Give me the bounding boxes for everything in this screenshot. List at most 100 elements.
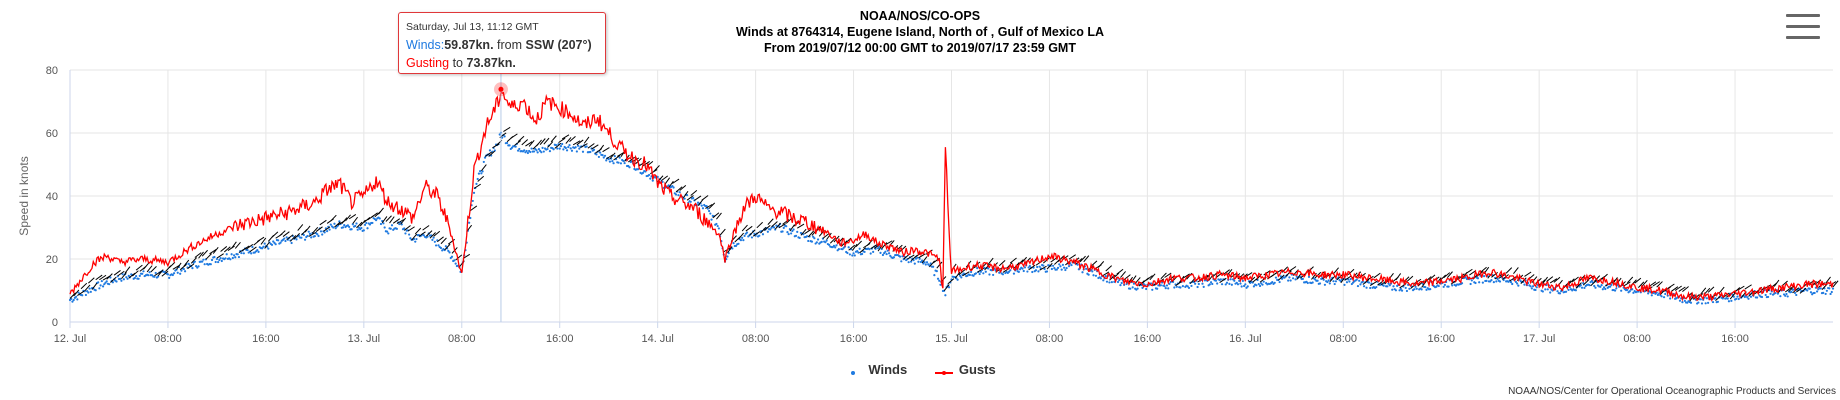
chart-menu-button[interactable] [1786,14,1820,44]
wind-point [852,252,855,255]
wind-point [542,150,545,153]
wind-point [329,223,332,226]
wind-point [341,226,345,229]
wind-point [316,233,319,236]
wind-arrow [752,231,761,237]
wind-arrow [932,257,940,264]
wind-point [261,247,264,250]
wind-arrow [550,135,557,143]
wind-point [71,300,74,303]
wind-point [1214,279,1218,282]
wind-point [1125,282,1128,286]
wind-arrow [216,253,224,259]
wind-point [820,240,823,243]
wind-point [120,279,123,282]
wind-point [807,239,810,243]
wind-point [72,298,75,302]
wind-point [1699,298,1702,301]
wind-arrow [1105,265,1113,272]
wind-arrow [1421,280,1427,288]
wind-point [332,226,335,229]
wind-arrow [1784,286,1793,293]
wind-point [498,133,501,136]
wind-point [546,147,549,151]
wind-point [851,254,854,257]
wind-point [319,230,323,233]
wind-point [303,238,307,241]
legend-item-winds[interactable]: Winds [844,362,907,377]
wind-point [121,273,124,276]
wind-point [346,224,350,227]
wind-point [734,244,738,247]
wind-arrow [315,226,323,232]
wind-point [623,161,626,165]
wind-point [530,147,533,150]
highlight-marker [498,86,504,92]
wind-point [575,150,578,153]
x-tick-label: 15. Jul [935,333,967,345]
wind-point [1604,287,1607,291]
wind-point [214,260,217,264]
wind-arrow [771,221,778,228]
tooltip-from-text: from [497,38,523,52]
wind-point [1795,293,1798,297]
x-tick-label: 16:00 [1721,333,1749,345]
wind-point [1053,267,1056,270]
wind-point [135,274,138,278]
wind-arrow [124,266,131,274]
wind-point [1252,285,1256,288]
wind-arrow [356,221,363,229]
wind-point [231,256,234,260]
wind-arrow [1546,276,1554,282]
wind-point [1628,290,1631,293]
wind-point [1425,288,1428,291]
wind-arrow [517,135,525,143]
wind-point [365,221,368,225]
wind-arrow [194,252,202,258]
wind-arrow [290,235,297,242]
wind-arrow [719,228,726,236]
wind-point [481,170,484,173]
wind-arrow [1414,278,1422,285]
wind-arrow [984,263,991,271]
wind-point [1301,277,1304,281]
wind-point [1230,283,1233,286]
wind-arrow [304,225,311,233]
wind-point [1429,288,1432,291]
wind-point [1806,289,1809,292]
chart-credits[interactable]: NOAA/NOS/Center for Operational Oceanogr… [1508,386,1836,397]
legend-item-gusts[interactable]: Gusts [934,362,996,377]
wind-point [1786,295,1789,298]
wind-arrow [297,224,304,231]
wind-point [1482,275,1486,278]
wind-arrow [363,216,371,223]
wind-arrow [381,216,388,224]
wind-point [317,234,320,238]
wind-point [1443,283,1446,286]
wind-arrow [1145,275,1153,281]
wind-arrow [425,230,433,237]
wind-point [1764,293,1767,297]
wind-arrow [642,161,650,167]
wind-arrow [1667,283,1675,289]
wind-point [1541,290,1544,293]
wind-point [885,252,888,256]
wind-point [696,201,700,204]
wind-arrow [829,237,837,244]
wind-point [677,194,680,197]
wind-point [1420,288,1423,291]
wind-arrow [448,238,455,245]
wind-arrow [91,282,98,290]
wind-point [1355,278,1358,281]
wind-arrow [870,243,878,250]
wind-arrow [1424,276,1432,283]
wind-arrow [763,224,771,231]
wind-arrow [220,246,228,252]
wind-point [619,162,623,165]
wind-arrow [1149,273,1156,281]
wind-point [1580,286,1584,289]
wind-arrow [436,236,444,243]
wind-point [1660,295,1663,298]
wind-point [76,298,79,301]
